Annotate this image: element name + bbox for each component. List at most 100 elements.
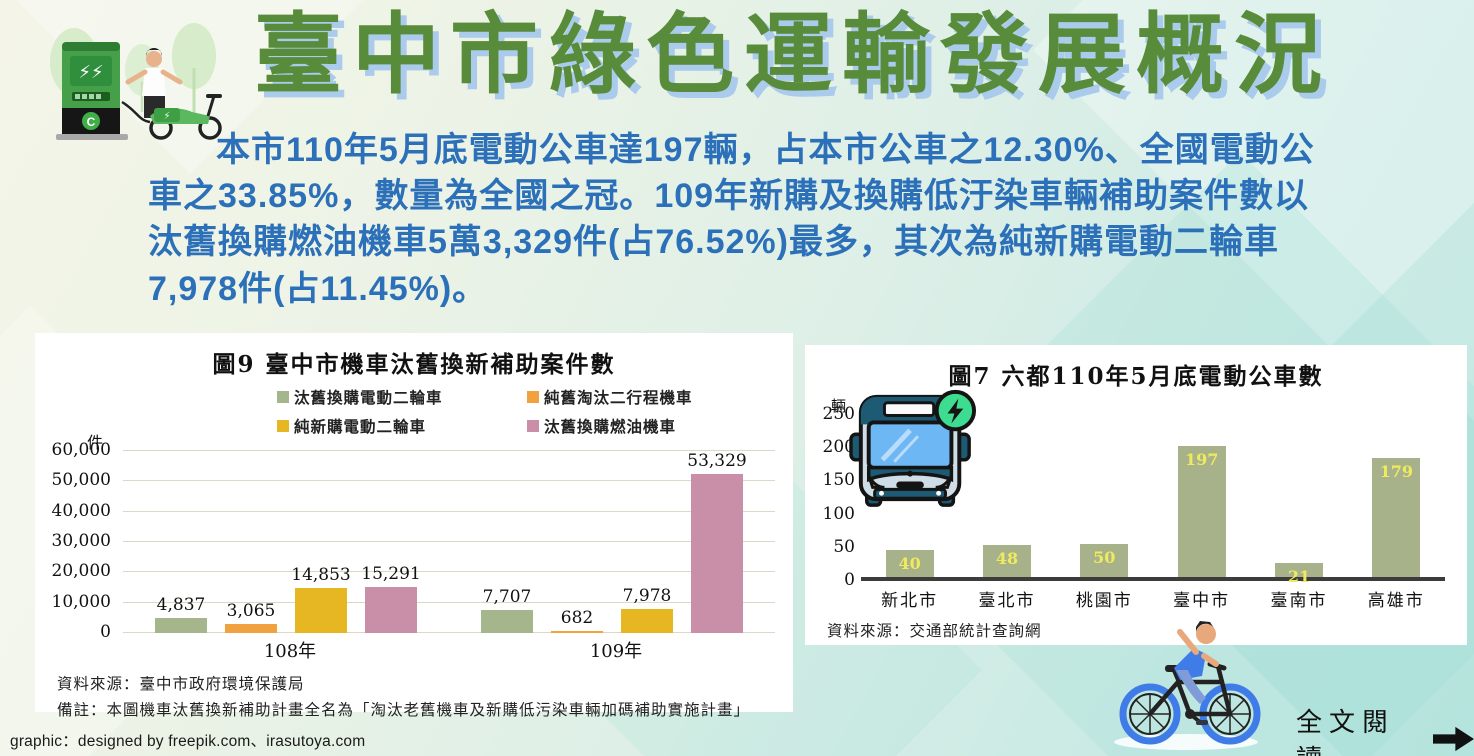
bar-value-label: 3,065 <box>226 600 276 621</box>
bar-value-label: 21 <box>1287 567 1311 587</box>
y-tick-label: 60,000 <box>51 440 111 460</box>
chart2-yaxis: 0 50 100 150 200 250 <box>819 404 861 590</box>
bar-value-label: 48 <box>995 549 1019 569</box>
intro-paragraph: 本市110年5月底電動公車達197輛，占本市公車之12.30%、全國電動公車之3… <box>148 131 1315 308</box>
chart1-note: 備註：本圖機車汰舊換新補助計畫全名為「淘汰老舊機車及新購低污染車輛加碼補助實施計… <box>57 701 751 720</box>
bar-group: 7,707 682 7,978 53,329 <box>449 451 775 633</box>
electric-bus-icon <box>849 389 977 507</box>
svg-text:⚡⚡: ⚡⚡ <box>78 62 103 82</box>
bar-value-label: 682 <box>560 607 594 628</box>
legend-item: 純新購電動二輪車 <box>277 415 527 437</box>
chart2-body: 輛 0 50 100 150 200 250 40 48 50 197 21 179 <box>819 397 1453 590</box>
category-label: 臺南市 <box>1270 591 1328 611</box>
bar <box>295 587 347 633</box>
bar-value-label: 53,329 <box>687 451 747 471</box>
bar <box>365 586 417 633</box>
legend-label: 純新購電動二輪車 <box>294 417 427 436</box>
y-tick-label: 30,000 <box>51 531 111 551</box>
bar-wrapper: 48 <box>982 545 1031 577</box>
bar <box>481 609 533 633</box>
chart1-plot: 4,837 3,065 14,853 15,291 7,707 682 7,978 53,32… <box>123 450 775 633</box>
legend-item: 純舊淘汰二行程機車 <box>527 386 777 408</box>
gridline <box>123 601 775 603</box>
legend-label: 純舊淘汰二行程機車 <box>544 388 693 407</box>
category-label: 108年 <box>263 641 317 662</box>
y-tick-label: 0 <box>100 622 111 642</box>
gridline <box>123 632 775 633</box>
chart1-legend: 汰舊換購電動二輪車 純舊淘汰二行程機車純新購電動二輪車 汰舊換購燃油機車 <box>277 386 779 437</box>
bar: 197 <box>1177 446 1226 577</box>
y-tick-label: 250 <box>822 404 855 424</box>
legend-item: 汰舊換購燃油機車 <box>527 415 777 437</box>
gridline <box>123 480 775 482</box>
bar: 21 <box>1274 563 1323 586</box>
bar-group: 4,837 3,065 14,853 15,291 <box>123 451 449 633</box>
chart1-bar-groups: 4,837 3,065 14,853 15,291 7,707 682 7,978 53,32… <box>123 451 775 633</box>
legend-swatch <box>527 420 539 432</box>
bar-wrapper: 179 <box>1372 458 1421 577</box>
chart-panel-scooter-subsidy: 圖9 臺中市機車汰舊換新補助案件數 汰舊換購電動二輪車 純舊淘汰二行程機車純新購電… <box>35 333 793 719</box>
bar-wrapper: 4,837 <box>155 451 207 633</box>
chart1-source: 資料來源：臺中市政府環境保護局 <box>57 675 305 693</box>
bar <box>155 618 207 633</box>
read-more-label: 全文閱讀 <box>1296 708 1396 756</box>
chart1-yaxis: 0 10,000 20,000 30,000 40,000 50,000 60,000 <box>49 440 117 642</box>
chart2-bars: 40 48 50 197 21 179 <box>861 415 1445 586</box>
legend-item: 汰舊換購電動二輪車 <box>277 386 527 408</box>
bar: 179 <box>1372 458 1421 577</box>
bar-value-label: 4,837 <box>156 595 206 616</box>
bar-wrapper: 682 <box>551 451 603 633</box>
y-tick-label: 0 <box>844 570 855 590</box>
bar-wrapper: 21 <box>1274 563 1323 586</box>
bar <box>621 608 673 633</box>
chart1-body: 件 0 10,000 20,000 30,000 40,000 50,000 60,000 … <box>49 433 779 642</box>
chart2-plot: 40 48 50 197 21 179 <box>861 415 1445 586</box>
bar: 40 <box>885 550 934 577</box>
bar-value-label: 15,291 <box>361 563 421 584</box>
page-title: 臺中市綠色運輸發展概況 <box>253 5 1332 104</box>
legend-swatch <box>277 420 289 432</box>
category-label: 臺中市 <box>1173 591 1231 611</box>
bar <box>225 623 277 633</box>
bar-value-label: 50 <box>1093 547 1116 567</box>
bar: 48 <box>982 545 1031 577</box>
legend-label: 汰舊換購燃油機車 <box>544 417 677 436</box>
chart2-unit-label: 輛 <box>831 397 847 415</box>
category-label: 109年 <box>589 641 643 662</box>
chart-panel-electric-bus: 圖7 六都110年5月底電動公車數 輛 0 50 100 150 200 250 40 48… <box>805 345 1467 645</box>
bar-wrapper: 7,707 <box>481 451 533 633</box>
svg-text:C: C <box>87 115 96 129</box>
y-tick-label: 150 <box>822 470 855 491</box>
y-tick-label: 50 <box>833 536 855 557</box>
read-more-link[interactable]: 全文閱讀 <box>1296 702 1474 756</box>
legend-swatch <box>277 391 289 403</box>
category-label: 臺北市 <box>978 591 1036 611</box>
gridline <box>123 510 775 512</box>
gridline <box>123 571 775 573</box>
bar-value-label: 7,707 <box>482 586 532 607</box>
chart2-source: 資料來源：交通部統計查詢網 <box>827 622 1042 640</box>
graphic-credit: graphic：designed by freepik.com、irasutoy… <box>10 733 366 750</box>
bar <box>691 474 743 633</box>
bar-wrapper: 50 <box>1080 543 1129 577</box>
bar-wrapper: 3,065 <box>225 451 277 633</box>
chart1-category-labels: 108年 109年 <box>127 637 779 663</box>
bar-wrapper: 15,291 <box>361 451 421 633</box>
y-tick-label: 100 <box>822 503 855 524</box>
category-label: 桃園市 <box>1075 591 1133 611</box>
chart2-category-labels: 新北市 臺北市 桃園市 臺中市 臺南市 高雄市 <box>861 586 1445 611</box>
bar-value-label: 14,853 <box>291 564 351 585</box>
y-tick-label: 20,000 <box>51 561 111 582</box>
category-label: 高雄市 <box>1367 591 1425 611</box>
chart1-title: 圖9 臺中市機車汰舊換新補助案件數 <box>212 351 616 378</box>
legend-label: 汰舊換購電動二輪車 <box>294 388 443 407</box>
ev-charging-scooter-scene-icon: ⚡⚡ C ⚡ <box>50 23 222 140</box>
bar-wrapper: 40 <box>885 550 934 577</box>
chart2-title: 圖7 六都110年5月底電動公車數 <box>948 363 1324 390</box>
y-tick-label: 200 <box>822 437 855 458</box>
bar-wrapper: 53,329 <box>687 451 747 633</box>
bar <box>551 630 603 633</box>
gridline <box>123 541 775 542</box>
y-tick-label: 50,000 <box>51 470 111 491</box>
cyclist-illustration <box>1114 621 1261 750</box>
